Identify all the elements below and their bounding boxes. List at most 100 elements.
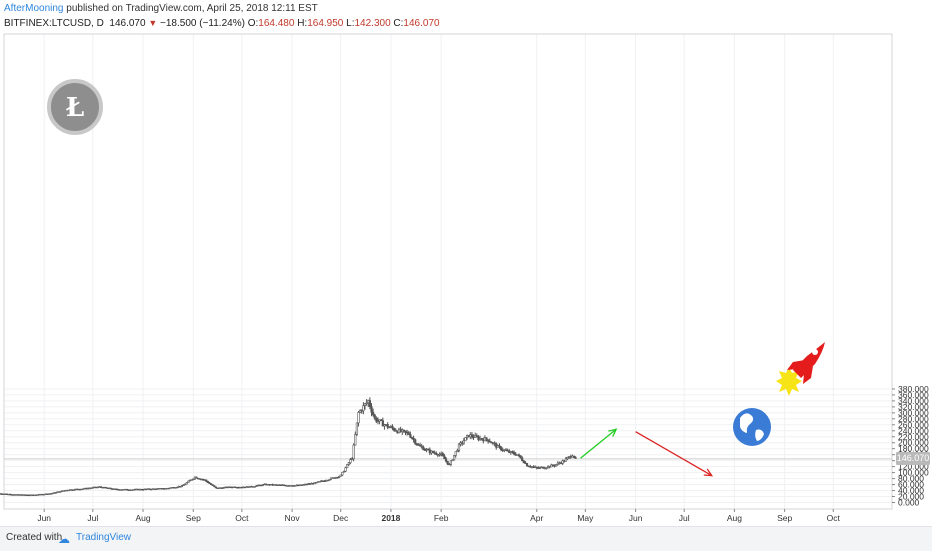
candle — [555, 464, 558, 467]
x-tick-label: Jun — [629, 513, 643, 523]
y-tick-label: 360.000 — [898, 390, 929, 400]
open-label: O: — [247, 18, 259, 29]
candle — [357, 410, 360, 427]
grid — [4, 34, 892, 509]
x-tick-label: Apr — [530, 513, 543, 523]
candle — [475, 433, 478, 438]
candle — [457, 443, 461, 453]
candle — [205, 479, 208, 483]
candle — [412, 435, 415, 443]
candle — [213, 485, 216, 488]
candle — [208, 481, 211, 484]
y-tick-label: 240.000 — [898, 426, 929, 436]
candle — [545, 467, 548, 470]
down-triangle-icon: ▼ — [148, 18, 158, 28]
y-tick-label: 80.000 — [898, 474, 924, 484]
candle — [561, 459, 564, 466]
plot-border — [3, 33, 893, 510]
ohlc-legend: BITFINEX:LTCUSD, D 146.070 ▼ −18.500 (−1… — [4, 18, 440, 29]
candle — [347, 461, 350, 466]
y-tick-label: 320.000 — [898, 402, 929, 412]
y-tick-label: 180.000 — [898, 444, 929, 454]
candle — [438, 452, 441, 457]
candle — [485, 437, 488, 442]
candle — [443, 453, 446, 460]
candle — [402, 429, 405, 434]
tradingview-logo-icon[interactable]: ☁ — [58, 532, 70, 546]
candle — [449, 460, 452, 467]
y-tick-label: 280.000 — [898, 414, 929, 424]
candle — [349, 457, 352, 465]
current-price-tag: 146.070 — [896, 452, 930, 466]
price-change: −18.500 (−11.24%) — [160, 18, 245, 29]
x-tick-label: Oct — [235, 513, 249, 523]
candle — [535, 466, 538, 470]
candle — [253, 486, 256, 488]
candle — [418, 442, 422, 447]
candle — [462, 437, 465, 445]
candle — [355, 422, 359, 436]
candle — [190, 479, 193, 481]
candle — [414, 438, 417, 446]
x-tick-label: 2018 — [381, 513, 400, 523]
candle — [344, 466, 347, 473]
candle — [214, 486, 218, 489]
candle — [456, 448, 459, 453]
y-tick-label: 120.000 — [898, 462, 929, 472]
candle — [451, 459, 454, 462]
footer: Created with ☁ TradingView — [0, 526, 932, 551]
y-tick-label: 60.000 — [898, 480, 924, 490]
x-tick-label: Jul — [679, 513, 690, 523]
candle — [192, 478, 195, 481]
candle — [391, 424, 394, 431]
author-link[interactable]: AfterMooning — [4, 3, 64, 14]
candle — [490, 441, 493, 444]
candle — [368, 397, 371, 410]
candle — [574, 456, 577, 459]
candle — [441, 451, 444, 457]
annotation-arrows — [580, 428, 714, 477]
close-value: 146.070 — [403, 18, 440, 29]
y-tick-label: 220.000 — [898, 432, 929, 442]
low-label: L: — [346, 18, 355, 29]
candle — [404, 430, 407, 436]
candle — [407, 430, 410, 436]
candle — [454, 451, 457, 458]
y-tick-label: 380.000 — [898, 384, 929, 394]
x-tick-label: Jun — [37, 513, 51, 523]
created-with-text: Created with — [6, 532, 63, 543]
low-value: 142.300 — [354, 18, 391, 29]
publish-info: AfterMooning published on TradingView.co… — [4, 3, 318, 14]
x-tick-label: Aug — [135, 513, 150, 523]
candle — [180, 484, 184, 488]
candle — [498, 443, 501, 449]
candle — [487, 439, 490, 444]
x-tick-label: Nov — [285, 513, 301, 523]
candle — [522, 460, 525, 464]
high-label: H: — [297, 18, 308, 29]
candle — [352, 443, 355, 462]
green-forecast-arrow — [580, 428, 618, 459]
candle — [521, 456, 524, 462]
candle — [420, 443, 423, 449]
globe-icon — [733, 408, 771, 446]
candle — [474, 432, 477, 439]
candle — [175, 486, 179, 489]
candle — [444, 457, 448, 463]
candle — [517, 453, 521, 458]
tradingview-brand-link[interactable]: TradingView — [76, 532, 132, 543]
candle — [346, 464, 349, 469]
price-chart[interactable]: 0.00020.00040.00060.00080.000100.000120.… — [0, 0, 932, 526]
x-tick-label: Jul — [87, 513, 98, 523]
y-tick-label: 0.000 — [898, 498, 920, 508]
x-tick-label: May — [577, 513, 594, 523]
candle — [337, 475, 341, 479]
open-value: 164.480 — [258, 18, 295, 29]
candle — [206, 480, 209, 484]
candle — [572, 455, 576, 459]
candle — [109, 487, 112, 490]
last-price: 146.070 — [109, 18, 146, 29]
candle — [470, 431, 474, 440]
candle — [435, 451, 438, 456]
candle — [365, 399, 368, 406]
